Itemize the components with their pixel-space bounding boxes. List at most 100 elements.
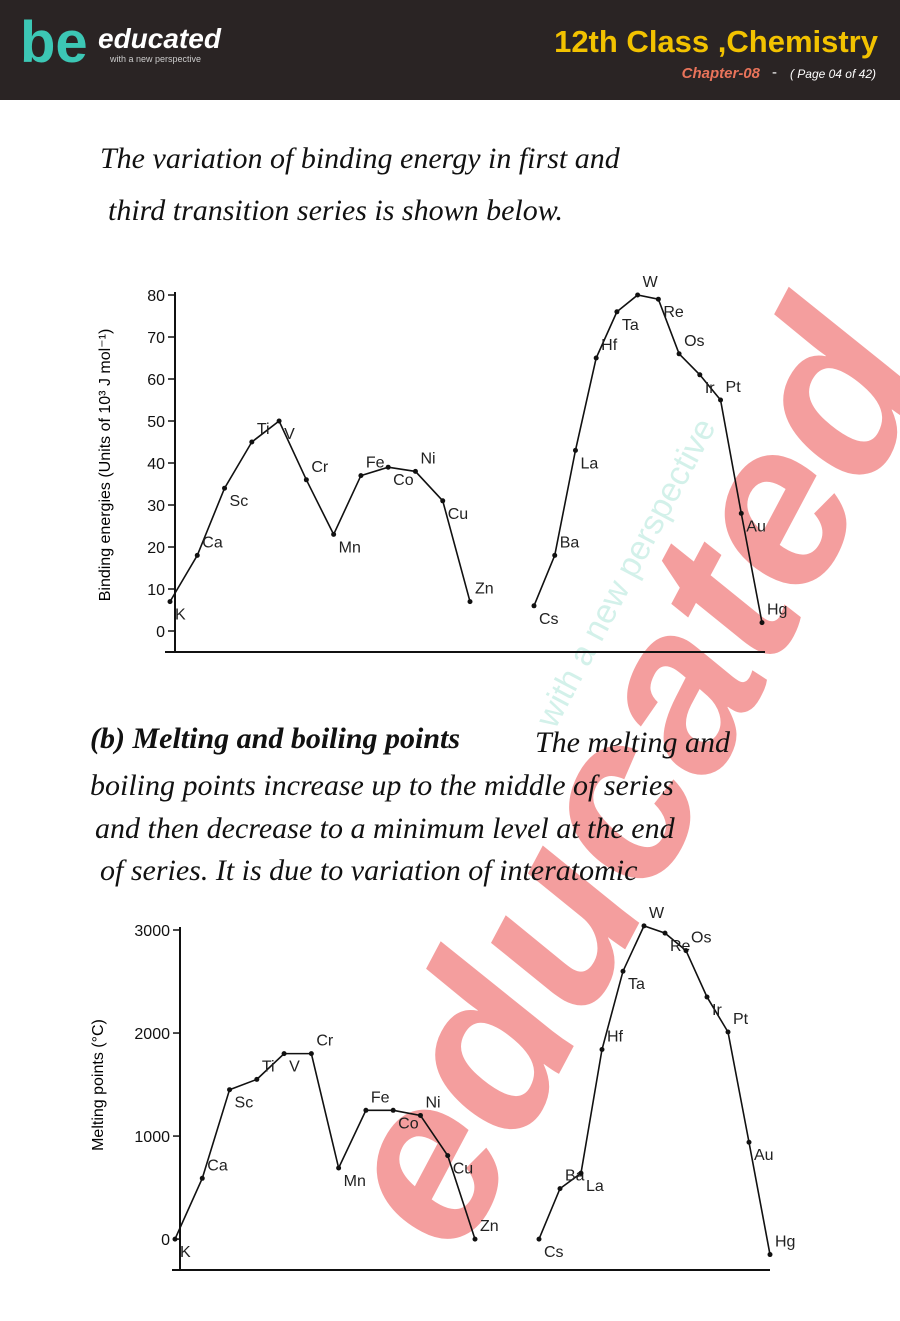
data-point	[641, 923, 647, 929]
y-tick-label: 60	[147, 372, 165, 389]
point-label: Os	[684, 333, 704, 350]
data-point	[308, 1051, 314, 1057]
data-point	[676, 351, 682, 357]
y-tick-label: 50	[147, 414, 165, 431]
data-point	[412, 468, 418, 474]
point-label: Ti	[262, 1058, 275, 1075]
point-label: Mn	[339, 539, 361, 556]
data-point	[281, 1051, 287, 1057]
y-tick-label: 70	[147, 330, 165, 347]
data-point	[572, 447, 578, 453]
data-point	[697, 372, 703, 378]
data-point	[614, 309, 620, 315]
point-label: Co	[393, 472, 414, 489]
point-label: W	[643, 274, 659, 291]
data-point	[557, 1186, 563, 1192]
data-point	[531, 603, 537, 609]
y-tick-label: 40	[147, 456, 165, 473]
data-point	[194, 552, 200, 558]
header-title: 12th Class ,Chemistry	[554, 24, 879, 59]
point-label: Os	[691, 930, 711, 947]
data-point	[635, 292, 641, 298]
data-point	[467, 599, 473, 605]
point-label: La	[586, 1178, 604, 1195]
data-point	[254, 1076, 260, 1082]
logo-word: educated	[98, 23, 222, 54]
point-label: Mn	[344, 1173, 366, 1190]
point-label: Ba	[560, 534, 580, 551]
series-line	[169, 419, 471, 603]
point-label: Ti	[257, 421, 270, 438]
point-label: La	[580, 455, 598, 472]
data-point	[390, 1107, 396, 1113]
text-line: and then decrease to a minimum level at …	[95, 812, 676, 845]
point-label: K	[180, 1244, 191, 1261]
data-point	[385, 464, 391, 470]
data-point	[578, 1170, 584, 1176]
point-label: Pt	[726, 379, 742, 396]
y-tick-label: 1000	[134, 1129, 170, 1146]
data-point	[303, 477, 309, 483]
chapter: Chapter-08	[682, 65, 761, 82]
data-point	[552, 552, 558, 558]
data-point	[704, 994, 710, 1000]
data-point	[767, 1252, 773, 1258]
point-label: Cr	[311, 459, 329, 476]
point-label: Hg	[767, 602, 787, 619]
header-bar	[0, 0, 900, 100]
point-label: Cu	[448, 506, 468, 523]
point-label: Ir	[712, 1002, 722, 1019]
y-tick-label: 10	[147, 582, 165, 599]
point-label: Ta	[628, 976, 645, 993]
data-point	[167, 599, 173, 605]
point-label: Cs	[544, 1244, 564, 1261]
point-label: Ca	[207, 1157, 228, 1174]
series-line	[174, 1052, 476, 1240]
data-point	[440, 498, 446, 504]
logo-tagline: with a new perspective	[109, 54, 201, 64]
data-point	[725, 1029, 731, 1035]
separator: -	[772, 64, 777, 81]
point-label: Cu	[453, 1161, 473, 1178]
point-label: V	[289, 1059, 300, 1076]
point-label: Hg	[775, 1234, 795, 1251]
data-point	[593, 355, 599, 361]
point-label: Sc	[235, 1095, 254, 1112]
data-point	[718, 397, 724, 403]
data-point	[620, 968, 626, 974]
data-point	[417, 1112, 423, 1118]
data-point	[599, 1047, 605, 1053]
data-point	[472, 1236, 478, 1242]
point-label: Ni	[425, 1094, 440, 1111]
data-point	[746, 1139, 752, 1145]
point-label: Ca	[202, 534, 223, 551]
point-label: Zn	[475, 581, 494, 598]
data-point	[363, 1107, 369, 1113]
data-point	[662, 930, 668, 936]
point-label: Hf	[607, 1029, 624, 1046]
series-line	[533, 294, 763, 623]
data-point	[199, 1175, 205, 1181]
data-point	[172, 1236, 178, 1242]
y-tick-label: 80	[147, 288, 165, 305]
point-label: Co	[398, 1115, 419, 1132]
data-point	[276, 418, 282, 424]
point-label: Sc	[230, 493, 249, 510]
data-point	[336, 1165, 342, 1171]
data-point	[655, 296, 661, 302]
y-tick-label: 0	[161, 1232, 170, 1249]
y-axis-title: Melting points (°C)	[90, 1019, 107, 1151]
data-point	[227, 1087, 233, 1093]
text-line: The variation of binding energy in first…	[100, 142, 621, 175]
point-label: Ta	[622, 317, 639, 334]
point-label: Ba	[565, 1168, 585, 1185]
data-point	[331, 531, 337, 537]
point-label: Re	[663, 304, 684, 321]
data-point	[683, 948, 689, 954]
point-label: Ir	[705, 380, 715, 397]
y-tick-label: 30	[147, 498, 165, 515]
y-tick-label: 20	[147, 540, 165, 557]
text-line: of series. It is due to variation of int…	[100, 854, 637, 887]
